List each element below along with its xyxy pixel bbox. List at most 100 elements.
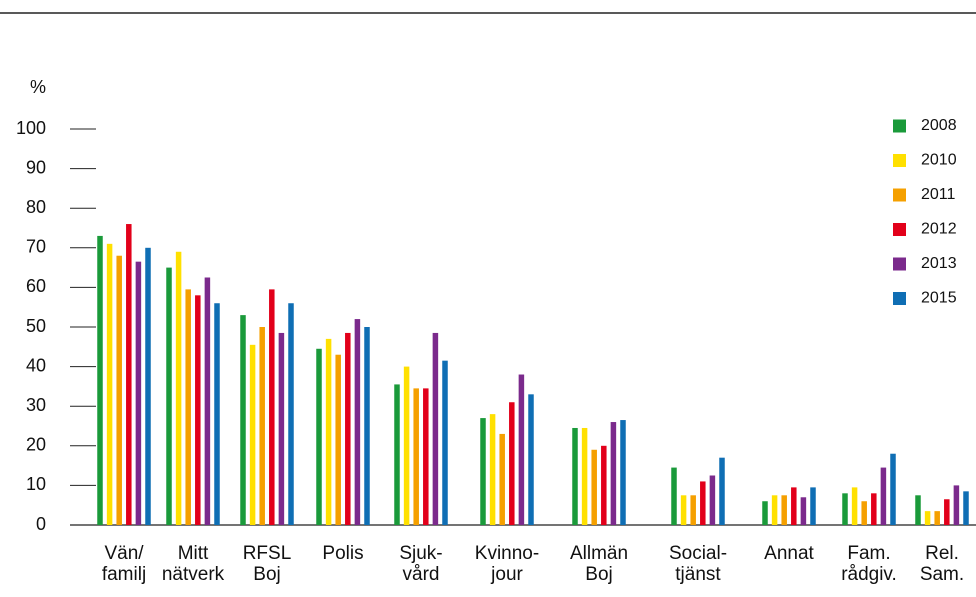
x-tick-label: Vän/ familj bbox=[101, 543, 147, 585]
bar bbox=[690, 495, 696, 525]
bar bbox=[489, 414, 496, 525]
bar bbox=[195, 295, 201, 525]
bar bbox=[934, 511, 940, 525]
bar bbox=[442, 360, 448, 525]
legend-label: 2013 bbox=[921, 255, 957, 272]
y-tick-label: 60 bbox=[26, 276, 46, 296]
x-tick-label: Polis bbox=[322, 543, 364, 564]
y-tick-label: 50 bbox=[26, 316, 46, 336]
bar bbox=[259, 327, 265, 525]
x-tick-label: Fam. rådgiv. bbox=[841, 543, 897, 585]
bar bbox=[240, 315, 246, 525]
bar bbox=[185, 289, 191, 525]
bar bbox=[781, 495, 787, 525]
bar bbox=[325, 338, 332, 525]
bar bbox=[709, 475, 716, 525]
bar bbox=[135, 261, 142, 525]
bar bbox=[364, 327, 370, 525]
bar bbox=[700, 481, 706, 525]
y-tick-label: 20 bbox=[26, 435, 46, 455]
bar bbox=[214, 303, 220, 525]
bar bbox=[423, 388, 429, 525]
legend-label: 2015 bbox=[921, 290, 957, 307]
bar bbox=[345, 332, 351, 525]
x-tick-label: Social- tjänst bbox=[668, 543, 728, 585]
bar bbox=[581, 427, 588, 525]
bar bbox=[175, 251, 182, 525]
bar bbox=[126, 224, 132, 526]
bar bbox=[249, 344, 256, 525]
bar bbox=[145, 247, 151, 526]
bar bbox=[800, 497, 807, 525]
y-tick-label: 80 bbox=[26, 197, 46, 217]
bar bbox=[278, 332, 285, 525]
y-tick-label: 30 bbox=[26, 395, 46, 415]
x-tick-label: RFSL Boj bbox=[242, 543, 292, 585]
bar bbox=[269, 289, 275, 525]
bar bbox=[166, 267, 172, 525]
bar bbox=[480, 418, 486, 525]
bar bbox=[620, 420, 626, 525]
bar bbox=[610, 422, 617, 525]
bar bbox=[771, 495, 778, 525]
legend-label: 2012 bbox=[921, 221, 957, 238]
bar bbox=[719, 457, 725, 525]
bar bbox=[880, 467, 887, 525]
bar bbox=[354, 319, 361, 525]
legend-label: 2011 bbox=[921, 186, 956, 203]
y-tick-label: 70 bbox=[26, 237, 46, 257]
y-tick-label: 10 bbox=[26, 474, 46, 494]
bar bbox=[403, 366, 410, 525]
bar bbox=[572, 427, 578, 525]
y-axis-label: % bbox=[30, 77, 46, 97]
bar bbox=[97, 235, 103, 526]
y-tick-label: 100 bbox=[16, 118, 46, 138]
legend-label: 2008 bbox=[921, 117, 957, 134]
x-tick-label: Mitt nätverk bbox=[161, 543, 225, 585]
bar bbox=[394, 384, 400, 525]
bar bbox=[509, 402, 515, 525]
legend-swatch bbox=[893, 154, 906, 167]
bar bbox=[944, 499, 950, 525]
bar bbox=[413, 388, 419, 525]
x-tick-label: Allmän Boj bbox=[569, 543, 629, 585]
bar bbox=[432, 332, 439, 525]
legend-label: 2010 bbox=[921, 152, 957, 169]
legend-swatch bbox=[893, 223, 906, 236]
bar bbox=[953, 485, 960, 525]
bar bbox=[810, 487, 816, 525]
bar bbox=[791, 487, 797, 525]
legend-swatch bbox=[893, 119, 906, 133]
x-tick-label: Rel. Sam. bbox=[919, 543, 965, 585]
bar bbox=[842, 493, 848, 525]
legend-swatch bbox=[893, 188, 906, 202]
x-tick-label: Sjuk- vård bbox=[399, 543, 443, 585]
bar bbox=[601, 445, 607, 525]
bar bbox=[915, 495, 921, 525]
bar bbox=[499, 433, 505, 525]
bar bbox=[518, 374, 525, 525]
bar bbox=[680, 495, 687, 525]
y-tick-label: 40 bbox=[26, 355, 46, 375]
bar bbox=[963, 491, 969, 525]
bar bbox=[871, 493, 877, 525]
bar bbox=[861, 501, 867, 525]
x-tick-label: Kvinno- jour bbox=[474, 543, 540, 585]
legend-swatch bbox=[893, 257, 906, 271]
bar bbox=[591, 449, 597, 525]
bar bbox=[851, 487, 858, 525]
x-tick-label: Annat bbox=[764, 543, 814, 564]
bar bbox=[335, 354, 341, 525]
bar bbox=[316, 348, 322, 525]
y-tick-label: 0 bbox=[36, 514, 46, 534]
y-tick-label: 90 bbox=[26, 157, 46, 177]
bar bbox=[671, 467, 677, 525]
bar bbox=[890, 453, 896, 525]
bar bbox=[288, 303, 294, 525]
bar bbox=[924, 511, 931, 525]
legend-swatch bbox=[893, 292, 906, 305]
bar bbox=[528, 394, 534, 525]
bar bbox=[204, 277, 211, 525]
